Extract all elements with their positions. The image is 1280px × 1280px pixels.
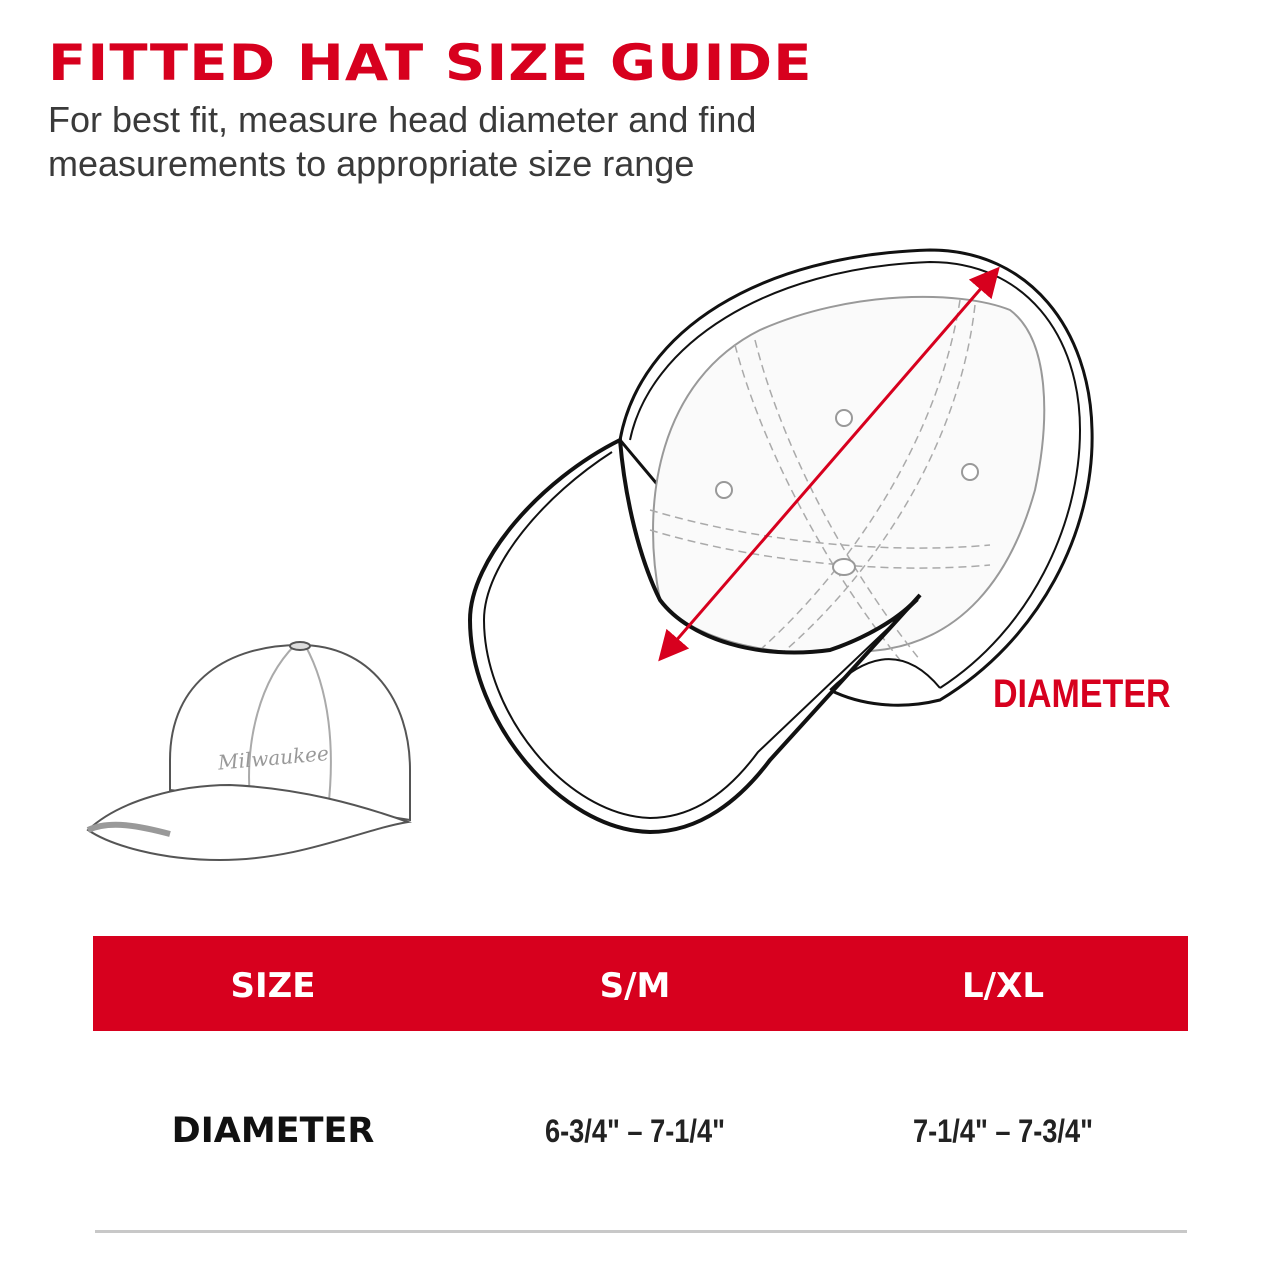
value-sm: 6-3/4" – 7-1/4" — [544, 1113, 726, 1149]
header-size: SIZE — [230, 966, 316, 1006]
page-subtitle: For best fit, measure head diameter and … — [48, 98, 948, 186]
row-label-diameter: DIAMETER — [171, 1111, 375, 1151]
subtitle-line-2: measurements to appropriate size range — [48, 143, 695, 184]
small-cap-icon: Milwaukee — [86, 641, 412, 862]
large-cap-icon — [467, 248, 1094, 835]
page-title: FITTED HAT SIZE GUIDE — [48, 34, 813, 92]
diameter-label: DIAMETER — [993, 672, 1171, 716]
subtitle-line-1: For best fit, measure head diameter and … — [48, 99, 757, 140]
value-lxl: 7-1/4" – 7-3/4" — [912, 1113, 1094, 1149]
diameter-arrow — [658, 266, 1000, 662]
header-sm: S/M — [599, 966, 671, 1006]
header-lxl: L/XL — [962, 966, 1044, 1006]
table-bottom-divider — [95, 1230, 1187, 1233]
size-table-header — [93, 936, 1188, 1031]
